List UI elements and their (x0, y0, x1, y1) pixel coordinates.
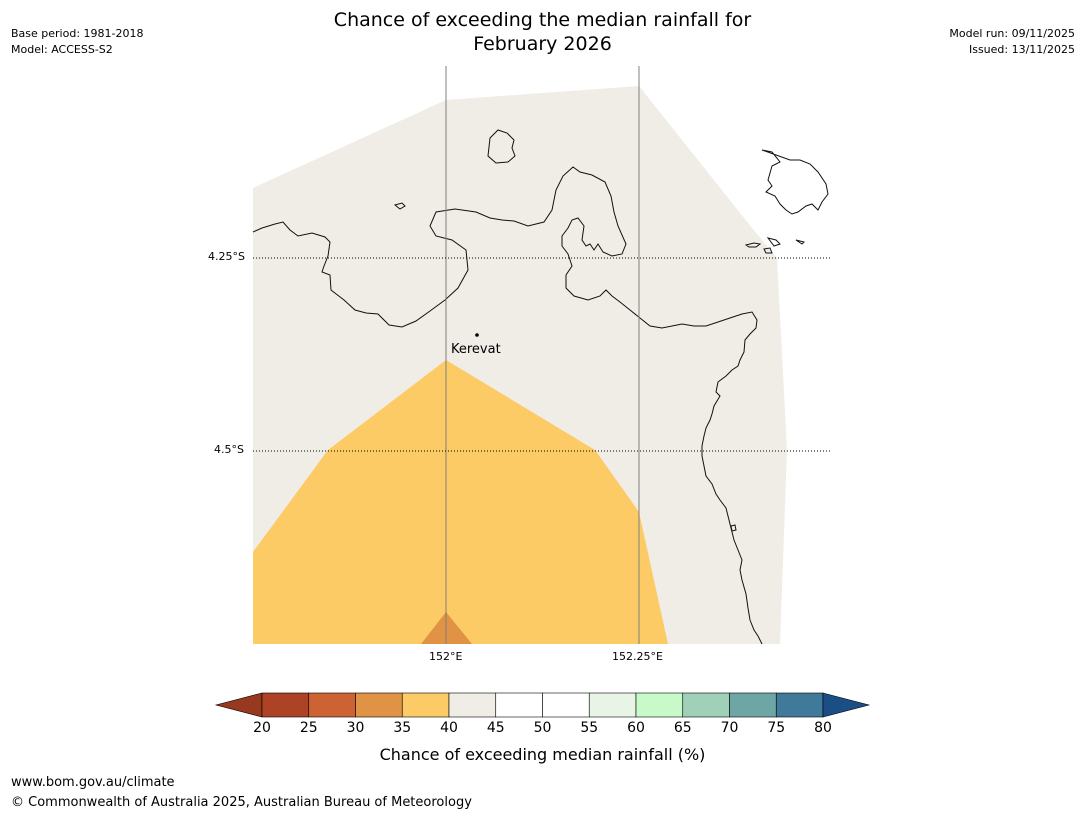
colorbar-swatch (588, 692, 637, 718)
model-run-date: Model run: 09/11/2025 (949, 27, 1075, 40)
lon-label-152: 152°E (429, 650, 463, 663)
issued-date: Issued: 13/11/2025 (968, 43, 1075, 56)
colorbar-swatch (261, 692, 310, 718)
colorbar-under-arrow (214, 692, 263, 718)
lat-label-4-25: 4.25°S (208, 250, 245, 263)
colorbar-label: Chance of exceeding median rainfall (%) (379, 745, 706, 764)
lon-label-152-25: 152.25°E (612, 650, 663, 663)
coastline (252, 129, 829, 645)
colorbar-tick-label: 70 (720, 720, 739, 736)
colorbar-tick-label: 80 (814, 720, 832, 736)
title-line-2: February 2026 (473, 33, 612, 55)
map-title: Chance of exceeding the median rainfall … (0, 8, 1085, 56)
colorbar (214, 692, 871, 718)
kerevat-marker (475, 333, 479, 337)
colorbar-over-arrow (822, 692, 871, 718)
model-name: Model: ACCESS-S2 (11, 43, 113, 56)
band-35-40 (253, 360, 668, 644)
colorbar-tick-label: 30 (346, 720, 365, 736)
colorbar-tick-label: 35 (393, 720, 412, 736)
colorbar-swatch (495, 692, 543, 718)
colorbar-tick-label: 65 (673, 720, 692, 736)
colorbar-tick-label: 25 (299, 720, 318, 736)
colorbar-tick-label: 50 (533, 720, 552, 736)
meta-right: Model run: 09/11/2025 Issued: 13/11/2025 (949, 26, 1075, 58)
place-label-kerevat: Kerevat (451, 342, 501, 357)
lat-label-4-5: 4.5°S (214, 443, 244, 456)
colorbar-tick-label: 75 (767, 720, 786, 736)
colorbar-tick-label: 45 (486, 720, 505, 736)
colorbar-swatch (355, 692, 403, 718)
meta-left: Base period: 1981-2018 Model: ACCESS-S2 (11, 26, 143, 58)
colorbar-swatch (635, 692, 684, 718)
colorbar-swatch (308, 692, 356, 718)
coastline-islet-east (744, 237, 805, 254)
coastline-duke-of-york (761, 149, 829, 215)
colorbar-tick-label: 40 (440, 720, 458, 736)
colorbar-tick-label: 55 (580, 720, 599, 736)
colorbar-swatch (729, 692, 777, 718)
title-line-1: Chance of exceeding the median rainfall … (333, 9, 752, 31)
rainfall-field (253, 86, 787, 644)
coastline-islet-north (487, 129, 516, 164)
colorbar-swatch (775, 692, 824, 718)
coastline-main (252, 166, 763, 645)
base-period: Base period: 1981-2018 (11, 27, 144, 40)
footer-copyright: © Commonwealth of Australia 2025, Austra… (11, 795, 472, 810)
coastline-islet-west (393, 202, 406, 210)
colorbar-tick-label: 20 (253, 720, 271, 736)
graticule (253, 66, 832, 644)
colorbar-swatch (401, 692, 450, 718)
colorbar-swatch (448, 692, 497, 718)
colorbar-swatch (682, 692, 730, 718)
coastline-small-islet (730, 524, 737, 532)
colorbar-swatch (542, 692, 590, 718)
footer-url[interactable]: www.bom.gov.au/climate (11, 775, 175, 790)
colorbar-tick-label: 60 (627, 720, 645, 736)
